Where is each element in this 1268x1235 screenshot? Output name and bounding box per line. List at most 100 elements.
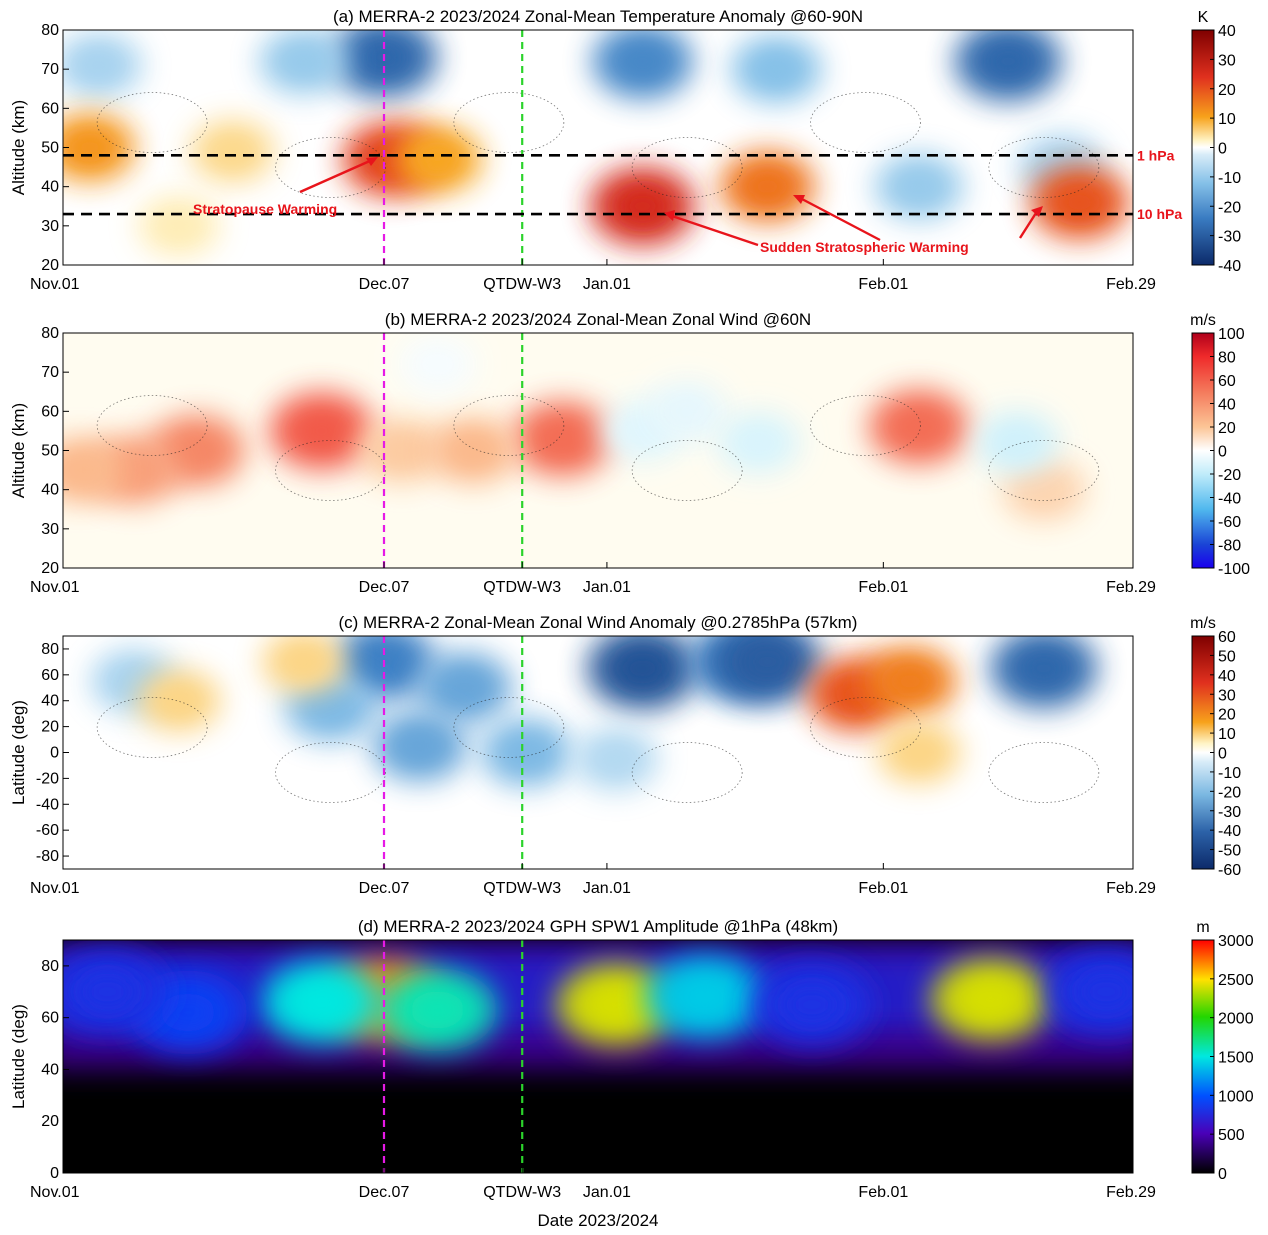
x-tick-label: Jan.01	[583, 880, 631, 897]
colorbar-tick-label: -80	[1218, 538, 1241, 555]
colorbar-tick-label: 1000	[1218, 1088, 1254, 1105]
heatmap-blob-core	[617, 649, 668, 688]
colorbar-tick-label: 10	[1218, 111, 1236, 128]
y-tick-label: 50	[41, 443, 59, 460]
y-axis-label: Latitude (deg)	[9, 1004, 28, 1109]
y-tick-label: 20	[41, 257, 59, 274]
x-tick-label: Jan.01	[583, 276, 631, 293]
heatmap-blob-core	[80, 972, 135, 1011]
contour-line	[631, 440, 743, 501]
colorbar-tick-label: 40	[1218, 23, 1236, 40]
contour-line	[631, 742, 743, 803]
panel-2: (b) MERRA-2 2023/2024 Zonal-Mean Zonal W…	[9, 310, 1250, 596]
y-tick-label: -40	[36, 796, 59, 813]
heatmap-blob-core	[596, 744, 636, 774]
colorbar-tick-label: 30	[1218, 687, 1236, 704]
heatmap-blob-core	[298, 413, 346, 449]
contour-line	[453, 697, 565, 758]
heatmap-blob-core	[452, 435, 494, 466]
x-tick-label: Feb.01	[858, 579, 908, 596]
x-tick-label: QTDW-W3	[483, 1184, 561, 1201]
heatmap-blob-core	[78, 50, 119, 81]
panel-1-blobs	[63, 30, 1130, 257]
colorbar-tick-label: -40	[1218, 491, 1241, 508]
heatmap-blob-core	[284, 647, 323, 677]
heatmap-blob-core	[755, 53, 798, 85]
heatmap-blob-core	[174, 433, 219, 468]
plot-frame	[62, 939, 1134, 1174]
y-tick-label: 30	[41, 521, 59, 538]
y-tick-label: 20	[41, 719, 59, 736]
panel-title: (d) MERRA-2 2023/2024 GPH SPW1 Amplitude…	[358, 917, 838, 936]
heatmap-blob-core	[983, 43, 1033, 80]
heatmap-blob-core	[1019, 650, 1069, 687]
contour-line	[453, 92, 565, 153]
contour-line	[275, 742, 386, 803]
y-tick-label: 80	[41, 641, 59, 658]
colorbar-tick-label: 20	[1218, 420, 1236, 437]
heatmap-blob-core	[442, 671, 486, 705]
colorbar-tick-label: 100	[1218, 326, 1245, 343]
annotation-arrowhead	[1031, 206, 1043, 217]
x-axis-label: Date 2023/2024	[538, 1211, 659, 1230]
x-tick-label: Feb.29	[1106, 276, 1156, 293]
colorbar-tick-label: -100	[1218, 561, 1250, 578]
contour-line	[988, 440, 1100, 501]
pressure-label: 10 hPa	[1137, 206, 1182, 222]
colorbar-tick-label: -20	[1218, 467, 1241, 484]
heatmap-blob-core	[888, 665, 932, 698]
colorbar-tick-label: -50	[1218, 843, 1241, 860]
colorbar-tick-label: -10	[1218, 170, 1241, 187]
x-tick-label: QTDW-W3	[483, 579, 561, 596]
heatmap-blob-core	[899, 738, 939, 767]
x-tick-label: Nov.01	[30, 276, 80, 293]
contour-line	[275, 137, 386, 198]
colorbar-tick-label: 0	[1218, 141, 1227, 158]
colorbar-tick-label: -30	[1218, 229, 1241, 246]
colorbar-tick-label: 0	[1218, 746, 1227, 763]
contour-line	[631, 137, 743, 198]
contour-line	[96, 697, 208, 758]
panel-title: (b) MERRA-2 2023/2024 Zonal-Mean Zonal W…	[385, 310, 811, 329]
x-tick-label: Dec.07	[359, 1184, 410, 1201]
panel-4: (d) MERRA-2 2023/2024 GPH SPW1 Amplitude…	[9, 917, 1254, 1201]
y-axis-label: Latitude (deg)	[9, 700, 28, 805]
x-tick-label: Nov.01	[30, 880, 80, 897]
x-tick-label: Feb.01	[858, 1184, 908, 1201]
colorbar-tick-label: 500	[1218, 1127, 1245, 1144]
heatmap-blob-core	[742, 643, 793, 681]
heatmap-blob-core	[898, 171, 940, 202]
annotation-arrowhead	[793, 195, 805, 204]
colorbar-tick-label: -10	[1218, 765, 1241, 782]
colorbar-tick-label: 60	[1218, 629, 1236, 646]
heatmap-blob-core	[160, 211, 198, 240]
y-tick-label: 70	[41, 364, 59, 381]
colorbar-tick-label: 80	[1218, 350, 1236, 367]
panel-title: (a) MERRA-2 2023/2024 Zonal-Mean Tempera…	[333, 7, 863, 26]
x-tick-label: Feb.01	[858, 276, 908, 293]
contour-line	[810, 92, 921, 153]
x-tick-label: Feb.29	[1106, 880, 1156, 897]
colorbar-tick-label: 10	[1218, 726, 1236, 743]
colorbar-tick-label: -30	[1218, 804, 1241, 821]
heatmap-blob-core	[588, 985, 643, 1024]
heatmap-blob-core	[159, 686, 199, 716]
annotation-arrow	[1018, 212, 1038, 239]
panel-1: (a) MERRA-2 2023/2024 Zonal-Mean Tempera…	[9, 7, 1241, 293]
annotations-layer: 1 hPa 10 hPa Stratopause Warming Sudden Str…	[63, 30, 1182, 1173]
x-tick-label: Nov.01	[30, 579, 80, 596]
y-tick-label: 30	[41, 218, 59, 235]
colorbar-tick-label: 60	[1218, 373, 1236, 390]
heatmap-fields	[63, 30, 1133, 1173]
colorbar-tick-label: 20	[1218, 707, 1236, 724]
heatmap-blob-core	[1024, 475, 1064, 505]
colorbar-tick-label: 20	[1218, 82, 1236, 99]
heatmap-blob-core	[63, 454, 102, 486]
heatmap-blob-core	[69, 131, 111, 164]
colorbar-unit: K	[1198, 9, 1209, 26]
x-tick-label: Nov.01	[30, 1184, 80, 1201]
annotation-arrowhead	[366, 157, 378, 166]
y-tick-label: 40	[41, 179, 59, 196]
heatmap-blob-core	[419, 350, 456, 379]
